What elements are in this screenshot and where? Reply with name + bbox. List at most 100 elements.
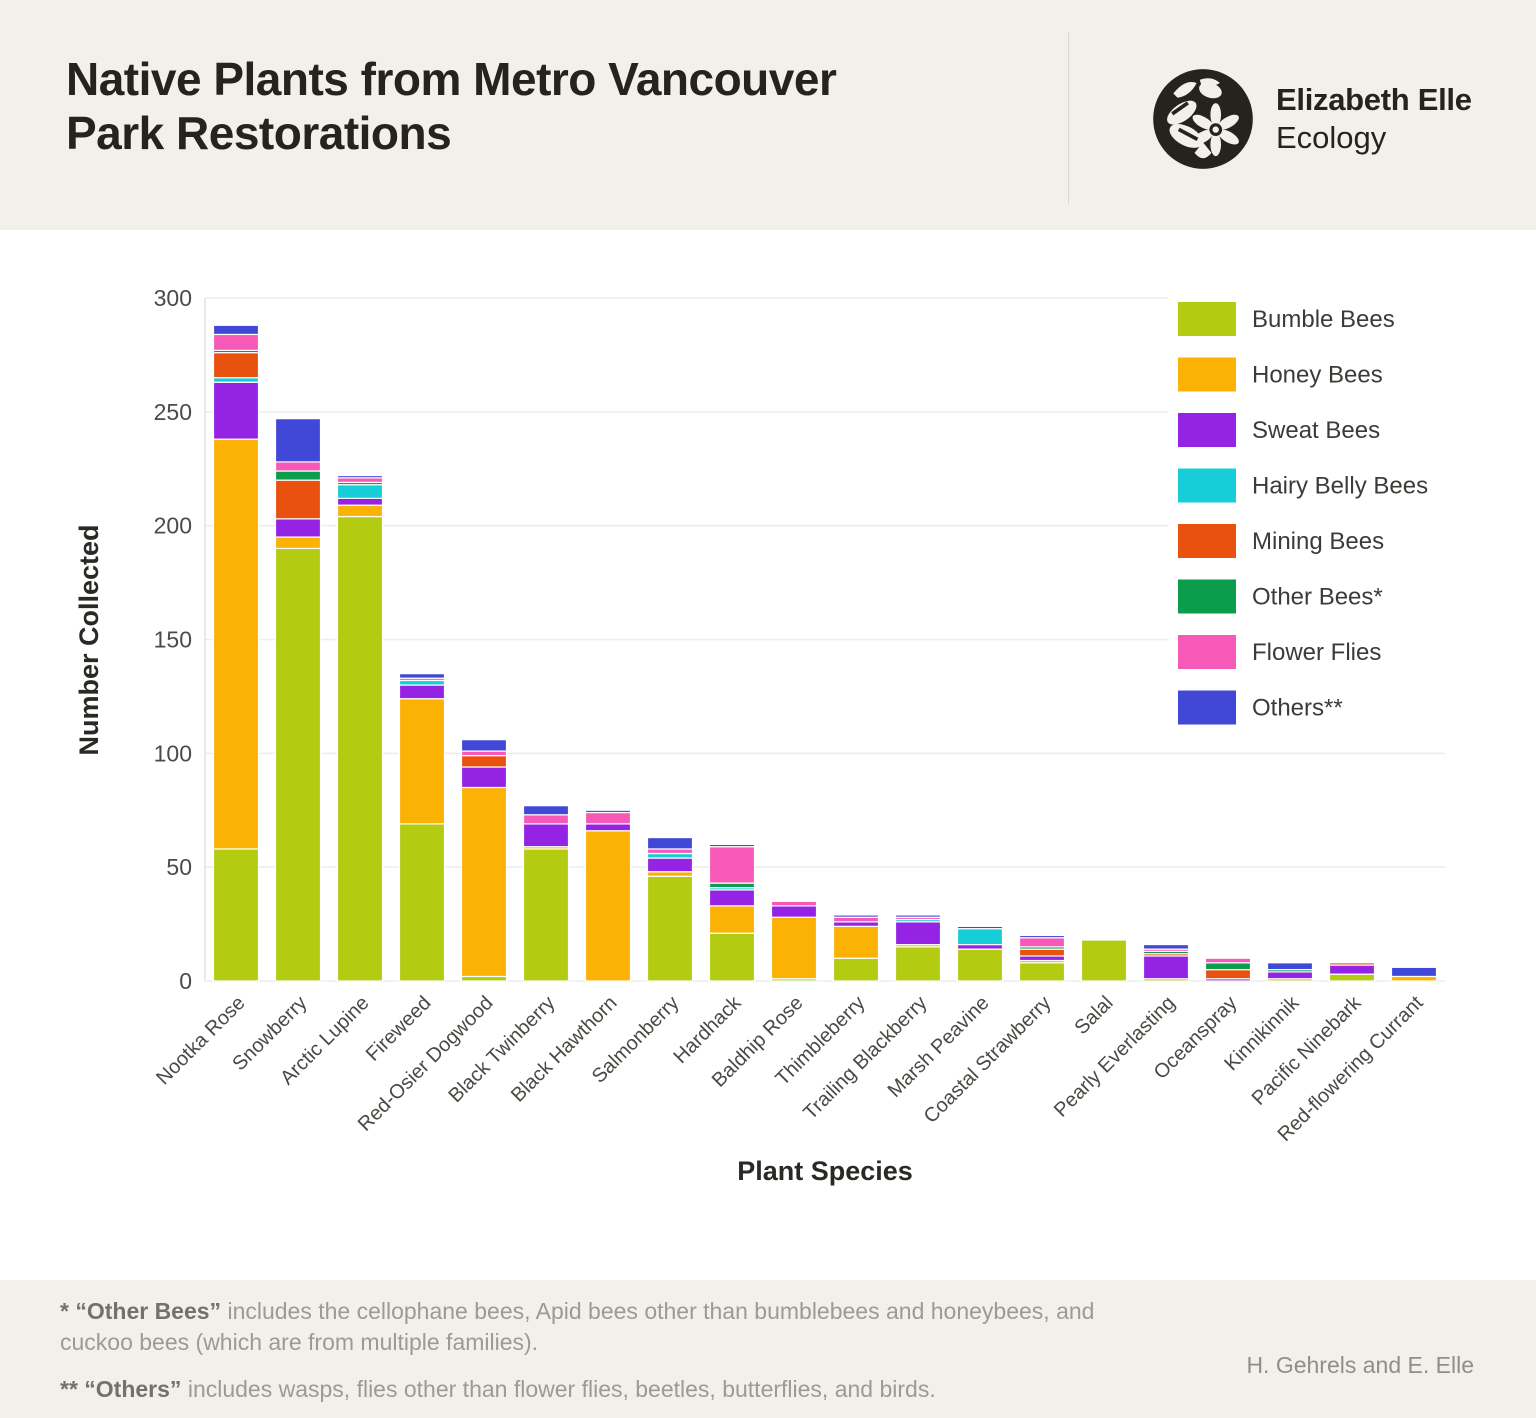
bar-segment: [460, 739, 508, 752]
bar-segment: [212, 333, 260, 351]
bar-red-osier-dogwood: [460, 739, 508, 982]
bar-segment: [708, 843, 756, 848]
bar-segment: [460, 750, 508, 757]
bar-segment: [894, 921, 942, 946]
header: Native Plants from Metro Vancouver Park …: [0, 0, 1536, 230]
legend: Bumble Bees Honey Bees Sweat Bees Hairy Bel…: [1168, 288, 1450, 750]
bar-segment: [460, 755, 508, 768]
legend-label: Honey Bees: [1252, 362, 1383, 389]
bar-segment: [522, 814, 570, 825]
bar-segment: [1204, 957, 1252, 964]
bar-black-twinberry: [522, 805, 570, 982]
bar-nootka-rose: [212, 324, 260, 982]
legend-label: Sweat Bees: [1252, 417, 1380, 444]
chart-section: 0 50 100 150 200 250 300 Nootka Rose Snowberry Ar…: [0, 230, 1536, 1280]
legend-swatch: [1178, 413, 1236, 447]
bar-salal: [1080, 939, 1128, 982]
legend-label: Other Bees*: [1252, 584, 1383, 611]
y-tick-label: 200: [154, 513, 192, 539]
bar-segment: [894, 946, 942, 982]
bar-segment: [522, 805, 570, 816]
legend-swatch: [1178, 635, 1236, 669]
bar-segment: [398, 673, 446, 679]
bar-segment: [1018, 948, 1066, 957]
authors-credit: H. Gehrels and E. Elle: [1246, 1352, 1474, 1378]
bee-flower-logo-icon: [1153, 69, 1253, 169]
bar-segment: [1142, 943, 1190, 950]
bar-segment: [646, 875, 694, 982]
bar-red-flowering-currant: [1390, 966, 1438, 982]
bar-kinnikinnik: [1266, 962, 1314, 982]
bar-segment: [832, 916, 880, 923]
legend-swatch: [1178, 579, 1236, 614]
bar-segment: [1390, 966, 1438, 978]
y-tick-label: 50: [166, 854, 192, 880]
bar-baldhip-rose: [770, 900, 818, 982]
bar-pacific-ninebark: [1328, 962, 1376, 982]
bar-segment: [1328, 973, 1376, 982]
bar-segment: [1018, 962, 1066, 982]
bar-segment: [708, 889, 756, 907]
bar-segment: [1018, 937, 1066, 948]
x-tick-label: Salal: [1071, 992, 1118, 1039]
legend-swatch: [1178, 357, 1236, 392]
bar-segment: [212, 377, 260, 383]
bar-segment: [1266, 962, 1314, 971]
bar-segment: [212, 381, 260, 440]
bar-segment: [274, 461, 322, 472]
bar-trailing-blackberry: [894, 914, 942, 982]
bar-segment: [1018, 934, 1066, 939]
bar-black-hawthorn: [584, 809, 632, 982]
bar-segment: [832, 921, 880, 927]
bar-segment: [522, 848, 570, 982]
bar-segment: [708, 905, 756, 934]
bar-segment: [1266, 971, 1314, 980]
brand-text: Elizabeth Elle Ecology: [1276, 82, 1472, 156]
footnote-other-bees-text: includes the cellophane bees, Apid bees …: [60, 1298, 1095, 1356]
y-tick-label: 150: [154, 627, 192, 653]
bar-segment: [336, 515, 384, 982]
brand-block: Elizabeth Elle Ecology: [1150, 66, 1472, 172]
bar-segment: [646, 871, 694, 877]
bar-coastal-strawberry: [1018, 934, 1066, 982]
bar-segment: [398, 823, 446, 982]
bar-segment: [708, 932, 756, 982]
bar-segment: [212, 352, 260, 379]
footnote-others-term: ** “Others”: [60, 1376, 182, 1403]
x-tick-label: Black Hawthorn: [507, 992, 622, 1107]
legend-swatch: [1178, 690, 1236, 725]
x-axis-title: Plant Species: [737, 1156, 913, 1186]
bar-segment: [274, 547, 322, 982]
legend-swatch: [1178, 302, 1236, 336]
y-tick-label: 300: [154, 285, 192, 311]
bar-segment: [274, 536, 322, 550]
bar-segment: [398, 684, 446, 700]
bar-segment: [1328, 964, 1376, 975]
bar-segment: [770, 900, 818, 907]
bar-segment: [274, 518, 322, 538]
bar-segment: [336, 484, 384, 499]
bar-segment: [398, 698, 446, 825]
bar-segment: [336, 477, 384, 484]
bar-segment: [646, 848, 694, 855]
legend-label: Bumble Bees: [1252, 306, 1395, 333]
bar-salmonberry: [646, 836, 694, 982]
bar-segment: [646, 852, 694, 859]
bar-segment: [832, 925, 880, 959]
bar-segment: [398, 679, 446, 686]
bar-segment: [708, 846, 756, 884]
bar-segment: [1142, 955, 1190, 980]
bar-segment: [894, 914, 942, 918]
stacked-bar-chart: 0 50 100 150 200 250 300 Nootka Rose Snowberry Ar…: [0, 230, 1536, 1285]
bar-hardhack: [708, 843, 756, 982]
bar-segment: [832, 957, 880, 982]
bar-segment: [522, 823, 570, 848]
legend-label: Mining Bees: [1252, 528, 1384, 555]
legend-label: Hairy Belly Bees: [1252, 473, 1428, 500]
footnote-other-bees: * “Other Bees” includes the cellophane b…: [60, 1296, 1145, 1358]
bar-segment: [1080, 939, 1128, 982]
footnote-other-bees-term: * “Other Bees”: [60, 1298, 222, 1324]
bar-segment: [956, 925, 1004, 930]
bar-segment: [584, 823, 632, 832]
